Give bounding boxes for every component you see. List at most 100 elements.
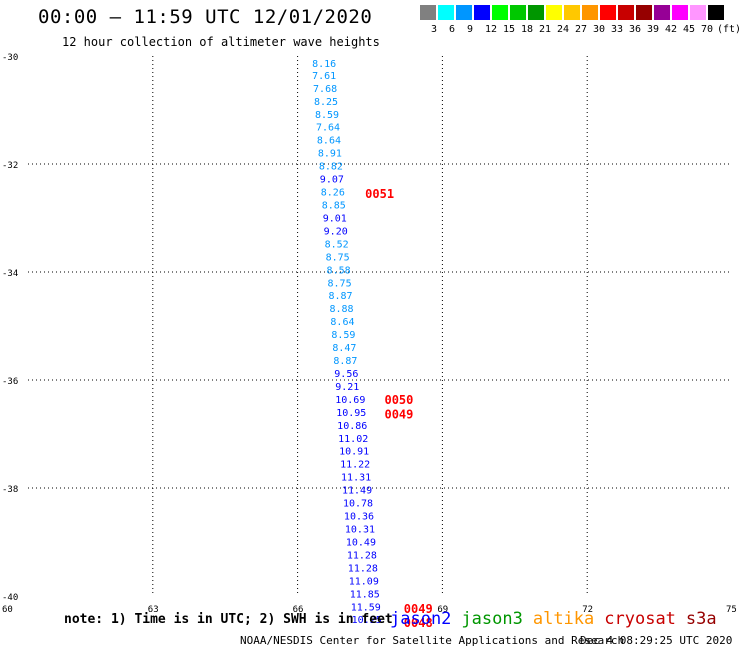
colorbar-label: (ft) xyxy=(717,24,740,35)
wave-height-point: 8.16 xyxy=(312,59,336,70)
wave-height-point: 8.75 xyxy=(328,278,352,289)
wave-height-point: 8.64 xyxy=(330,317,354,328)
colorbar-label: 18 xyxy=(521,24,534,35)
colorbar-swatch xyxy=(420,5,436,20)
x-tick-labels: 60 63 66 69 72 75 xyxy=(2,605,737,615)
mission-jason2: jason2 xyxy=(390,609,452,629)
wave-height-point: 9.07 xyxy=(320,175,344,186)
colorbar-swatch xyxy=(528,5,544,20)
colorbar-swatch xyxy=(438,5,454,20)
wave-height-point: 10.91 xyxy=(339,447,369,458)
wave-height-point: 8.64 xyxy=(317,136,341,147)
wave-height-point: 10.78 xyxy=(343,499,373,510)
y-tick-label: -40 xyxy=(2,593,18,603)
wave-height-point: 7.64 xyxy=(316,123,340,134)
wave-height-point: 8.91 xyxy=(318,149,342,160)
wave-height-point: 8.25 xyxy=(314,97,338,108)
colorbar-swatch xyxy=(600,5,616,20)
time-label: 0049 xyxy=(384,407,413,421)
wave-height-point: 11.22 xyxy=(340,460,370,471)
wave-height-point: 11.49 xyxy=(342,486,372,497)
wave-height-point: 9.01 xyxy=(323,213,347,224)
x-tick-label: 72 xyxy=(582,605,593,615)
wave-height-point: 11.02 xyxy=(338,434,368,445)
wave-height-point: 8.82 xyxy=(319,162,343,173)
x-tick-label: 63 xyxy=(148,605,159,615)
x-tick-label: 69 xyxy=(437,605,448,615)
wave-height-point: 10.25 xyxy=(352,615,382,626)
colorbar-swatch xyxy=(582,5,598,20)
wave-height-point: 7.61 xyxy=(312,71,336,82)
y-tick-label: -34 xyxy=(2,269,18,279)
wave-height-point: 8.75 xyxy=(326,252,350,263)
mission-s3a: s3a xyxy=(685,609,717,629)
time-label: 0048 xyxy=(404,616,433,630)
wave-height-point: 9.21 xyxy=(335,382,359,393)
colorbar-swatch xyxy=(618,5,634,20)
x-tick-label: 60 xyxy=(2,605,13,615)
grid-lines xyxy=(28,56,732,596)
data-points: 8.167.61 7.68 8.25 8.59 7.64 8.64 8.91 8.82 9.07… xyxy=(312,59,382,626)
wave-height-point: 9.56 xyxy=(334,369,358,380)
colorbar-label: 42 xyxy=(665,24,678,35)
chart-subtitle: 12 hour collection of altimeter wave hei… xyxy=(62,35,380,49)
colorbar-label: 36 xyxy=(629,24,642,35)
y-tick-label: -36 xyxy=(2,377,18,387)
colorbar-label: 33 xyxy=(611,24,624,35)
colorbar-label: 30 xyxy=(593,24,606,35)
colorbar-label: 24 xyxy=(557,24,570,35)
colorbar-swatch xyxy=(510,5,526,20)
wave-height-point: 8.58 xyxy=(327,265,351,276)
wave-height-point: 8.88 xyxy=(329,304,353,315)
colorbar-swatch xyxy=(564,5,580,20)
colorbar-swatch xyxy=(690,5,706,20)
colorbar-swatch xyxy=(654,5,670,20)
mission-legend: jason2 jason3 altika cryosat s3a xyxy=(390,609,727,629)
time-label: 0050 xyxy=(384,393,413,407)
colorbar-label: 45 xyxy=(683,24,696,35)
colorbar-label: 3 xyxy=(431,24,438,35)
wave-height-point: 10.86 xyxy=(337,421,367,432)
colorbar-label: 21 xyxy=(539,24,552,35)
colorbar-label: 70 xyxy=(701,24,714,35)
mission-altika: altika xyxy=(532,609,595,629)
wave-height-point: 11.85 xyxy=(350,589,380,600)
colorbar-label: 12 xyxy=(485,24,498,35)
time-label: 0049 xyxy=(404,602,433,616)
wave-height-point: 11.59 xyxy=(351,602,381,613)
wave-height-point: 8.87 xyxy=(328,291,352,302)
wave-height-point: 10.49 xyxy=(346,537,376,548)
colorbar-label: 9 xyxy=(467,24,474,35)
colorbar-label: 39 xyxy=(647,24,660,35)
wave-height-point: 8.59 xyxy=(331,330,355,341)
mission-cryosat: cryosat xyxy=(604,609,676,629)
colorbar-swatch xyxy=(636,5,652,20)
wave-height-point: 8.47 xyxy=(332,343,356,354)
x-tick-label: 75 xyxy=(726,605,737,615)
y-tick-label: -32 xyxy=(2,161,18,171)
wave-height-point: 8.59 xyxy=(315,110,339,121)
wave-height-point: 11.28 xyxy=(348,563,378,574)
wave-height-point: 8.26 xyxy=(321,188,345,199)
wave-height-point: 10.95 xyxy=(336,408,366,419)
chart-title: 00:00 – 11:59 UTC 12/01/2020 xyxy=(38,6,373,28)
wave-height-point: 11.28 xyxy=(347,550,377,561)
wave-height-point: 10.31 xyxy=(345,525,375,536)
wave-height-point: 8.52 xyxy=(325,239,349,250)
wave-height-point: 9.20 xyxy=(324,226,348,237)
credit-text: NOAA/NESDIS Center for Satellite Applica… xyxy=(240,634,625,647)
wave-height-point: 8.87 xyxy=(333,356,357,367)
colorbar-label: 27 xyxy=(575,24,588,35)
colorbar-swatch xyxy=(672,5,688,20)
time-label: 0051 xyxy=(365,187,394,201)
wave-height-point: 11.31 xyxy=(341,473,371,484)
y-tick-label: -38 xyxy=(2,485,18,495)
wave-height-point: 8.85 xyxy=(322,201,346,212)
x-tick-label: 66 xyxy=(293,605,304,615)
wave-height-point: 11.09 xyxy=(349,576,379,587)
colorbar-swatch xyxy=(474,5,490,20)
colorbar-swatch xyxy=(708,5,724,20)
colorbar-swatch xyxy=(456,5,472,20)
